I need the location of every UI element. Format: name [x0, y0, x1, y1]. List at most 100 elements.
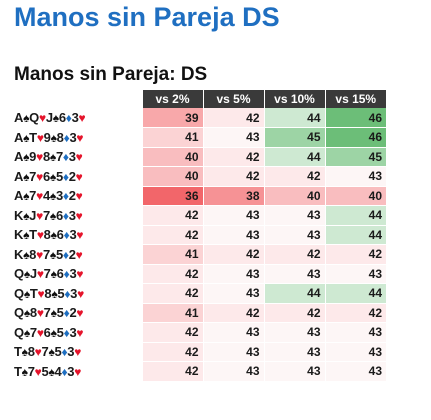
value-cell: 43 [263, 225, 325, 245]
card-rank: 8 [29, 246, 37, 262]
card-rank: 9 [43, 129, 51, 145]
spade-suit-icon: ♠ [49, 169, 56, 184]
spade-suit-icon: ♠ [23, 169, 30, 184]
card-rank: 5 [54, 344, 62, 360]
spade-suit-icon: ♠ [50, 130, 57, 145]
diamond-suit-icon: ♦ [63, 325, 70, 340]
value-cell: 43 [324, 361, 386, 382]
value-cell: 40 [141, 166, 203, 187]
spade-suit-icon: ♠ [23, 228, 30, 243]
card-rank: 3 [67, 363, 75, 379]
table-row: Q♠J♥7♠6♦3♥ 42 43 43 43 [12, 264, 386, 284]
card-rank: 3 [69, 129, 77, 145]
diamond-suit-icon: ♦ [62, 208, 69, 223]
diamond-suit-icon: ♦ [65, 111, 72, 125]
value-cell: 44 [263, 283, 325, 304]
hand-cell: K♠8♥7♠5♦2♥ [12, 244, 142, 265]
diamond-suit-icon: ♦ [62, 169, 69, 184]
table-row: A♠T♥9♠8♦3♥ 41 43 45 46 [12, 127, 386, 148]
card-rank: T [29, 227, 37, 243]
diamond-suit-icon: ♦ [62, 150, 69, 165]
spade-suit-icon: ♠ [23, 267, 30, 282]
hand-cell: A♠Q♥J♠6♦3♥ [12, 108, 142, 128]
card-rank: 8 [27, 344, 35, 360]
hand-cell: K♠T♥8♠6♦3♥ [12, 225, 142, 245]
card-rank: 5 [57, 285, 65, 301]
table-row: Q♠7♥6♠5♦3♥ 42 43 43 43 [12, 322, 386, 343]
diamond-suit-icon: ♦ [62, 247, 69, 262]
diamond-suit-icon: ♦ [61, 364, 68, 379]
heart-suit-icon: ♥ [34, 345, 42, 360]
value-cell: 40 [324, 186, 386, 206]
heart-suit-icon: ♥ [36, 325, 44, 340]
spade-suit-icon: ♠ [23, 286, 30, 301]
value-cell: 42 [202, 166, 264, 187]
heart-suit-icon: ♥ [75, 150, 83, 165]
card-rank: 3 [71, 110, 79, 125]
value-cell: 42 [324, 244, 386, 265]
table-row: A♠9♥8♠7♦3♥ 40 42 44 45 [12, 147, 386, 167]
diamond-suit-icon: ♦ [61, 345, 68, 360]
table-row: T♠8♥7♠5♦3♥ 42 43 43 43 [12, 342, 386, 362]
value-cell: 46 [324, 127, 386, 148]
heart-suit-icon: ♥ [37, 286, 45, 301]
card-rank: 7 [55, 149, 63, 165]
card-rank: 8 [43, 227, 51, 243]
table-row: A♠7♥6♠5♦2♥ 40 42 42 43 [12, 166, 386, 187]
card-rank: Q [14, 324, 24, 340]
value-cell: 46 [324, 108, 386, 128]
card-rank: 7 [29, 324, 37, 340]
card-rank: 3 [55, 188, 63, 204]
diamond-suit-icon: ♦ [63, 267, 70, 282]
value-cell: 42 [324, 303, 386, 323]
card-rank: 6 [56, 266, 64, 282]
value-cell: 40 [263, 186, 325, 206]
value-cell: 44 [263, 108, 325, 128]
heart-suit-icon: ♥ [36, 208, 43, 223]
value-cell: 43 [324, 264, 386, 284]
value-cell: 39 [141, 108, 203, 128]
card-rank: 2 [68, 246, 76, 262]
table-row: Q♠8♥7♠5♦2♥ 41 42 42 42 [12, 303, 386, 323]
hand-cell: A♠T♥9♠8♦3♥ [12, 127, 142, 148]
card-rank: A [14, 168, 24, 184]
card-rank: 6 [56, 227, 64, 243]
card-rank: 3 [67, 344, 75, 360]
card-rank: 7 [29, 168, 37, 184]
value-cell: 45 [324, 147, 386, 167]
table-body: A♠Q♥J♠6♦3♥ 39 42 44 46 A♠T♥9♠8♦3♥ 41 43 45 46 A♠9♥… [12, 108, 386, 382]
card-rank: 2 [68, 188, 76, 204]
equity-table: vs 2% vs 5% vs 10% vs 15% A♠Q♥J♠6♦3♥ 39 42… [12, 90, 386, 382]
value-cell: 43 [202, 342, 264, 362]
card-rank: A [14, 110, 24, 125]
value-cell: 44 [324, 205, 386, 226]
heart-suit-icon: ♥ [36, 130, 44, 145]
value-cell: 43 [263, 342, 325, 362]
value-cell: 42 [141, 264, 203, 284]
spade-suit-icon: ♠ [23, 130, 30, 145]
card-rank: A [14, 149, 24, 165]
spade-suit-icon: ♠ [23, 325, 30, 340]
card-rank: 4 [54, 363, 62, 379]
card-rank: J [29, 207, 37, 223]
card-rank: K [14, 207, 24, 223]
card-rank: 3 [68, 149, 76, 165]
card-rank: K [14, 246, 24, 262]
heart-suit-icon: ♥ [36, 306, 44, 321]
card-rank: 6 [55, 207, 63, 223]
hand-cell: A♠9♥8♠7♦3♥ [12, 147, 142, 167]
value-cell: 43 [324, 166, 386, 187]
value-cell: 43 [202, 283, 264, 304]
table-row: K♠8♥7♠5♦2♥ 41 42 42 42 [12, 244, 386, 265]
value-cell: 42 [141, 225, 203, 245]
heart-suit-icon: ♥ [36, 150, 43, 165]
heart-suit-icon: ♥ [76, 228, 84, 243]
table-title: Manos sin Pareja: DS [14, 64, 208, 85]
diamond-suit-icon: ♦ [63, 130, 70, 145]
value-cell: 43 [324, 342, 386, 362]
value-cell: 42 [202, 303, 264, 323]
diamond-suit-icon: ♦ [62, 189, 69, 204]
card-rank: K [14, 227, 24, 243]
value-cell: 42 [263, 244, 325, 265]
card-rank: 7 [42, 207, 50, 223]
